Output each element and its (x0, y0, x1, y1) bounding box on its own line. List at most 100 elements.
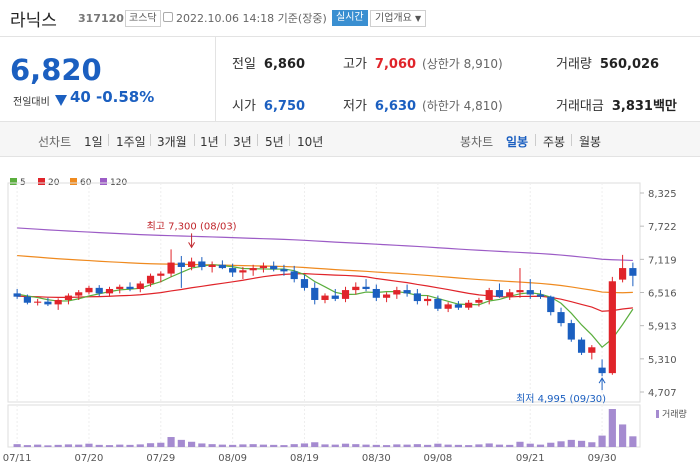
candle-body (44, 301, 52, 305)
candle-body (75, 292, 83, 296)
volume-bar (116, 444, 124, 447)
volume-bar (393, 444, 401, 447)
chart-period-tabs: 선차트 1일 1주일 3개월 1년 3년 5년 10년 봉차트 일봉 주봉 월봉 (0, 121, 700, 157)
volume-bar (229, 444, 237, 447)
candle-body (413, 293, 421, 302)
legend-swatch-ma60 (70, 178, 77, 185)
ma120-line (17, 227, 633, 262)
candle-body (321, 295, 329, 300)
candle-body (13, 293, 21, 297)
tab-1year[interactable]: 1년 (200, 135, 219, 149)
tab-monthly[interactable]: 월봉 (579, 135, 602, 149)
candle-body (536, 294, 545, 297)
x-tick-label: 07/29 (146, 453, 175, 464)
divider (0, 36, 700, 37)
volume-bar (577, 440, 586, 447)
volume-bar (259, 444, 268, 447)
volume-bar (536, 444, 545, 447)
tab-3year[interactable]: 3년 (233, 135, 252, 149)
candle-body (146, 275, 155, 284)
y-tick-label: 7,722 (648, 222, 677, 233)
y-tick-label: 4,707 (648, 388, 677, 399)
volume-bar (136, 444, 144, 447)
tab-separator (257, 134, 258, 146)
high-value: 7,060 (374, 57, 417, 72)
candle-body (177, 262, 185, 267)
tab-5year[interactable]: 5년 (265, 135, 284, 149)
candle-body (567, 323, 575, 340)
volume-bar (239, 444, 247, 447)
candle-body (280, 269, 288, 272)
volume-bar (177, 439, 185, 447)
volume-bar (372, 444, 380, 447)
candle-body (157, 273, 165, 276)
candle-body (577, 339, 586, 353)
candle-body (229, 268, 237, 273)
candle-body (34, 301, 42, 303)
volume-bar (526, 443, 534, 447)
candle-body (465, 302, 473, 308)
price-change: 40 (70, 88, 91, 106)
candle-body (136, 283, 144, 289)
tab-1week[interactable]: 1주일 (116, 135, 146, 149)
candle-body (434, 298, 442, 309)
y-tick-label: 6,516 (648, 289, 677, 300)
clock-icon (163, 12, 173, 22)
volume-axis-label: 거래량 (662, 408, 687, 420)
volume-bar (495, 444, 504, 447)
tab-10year[interactable]: 10년 (297, 135, 324, 149)
candle-body (198, 261, 206, 267)
prev-close-label: 전일 (232, 57, 256, 72)
y-tick-label: 7,119 (648, 255, 677, 266)
candle-body (239, 270, 247, 273)
low-price: 저가 6,630 (하한가 4,810) (343, 95, 503, 114)
x-tick-label: 08/19 (290, 453, 319, 464)
realtime-button[interactable]: 실시간 (332, 10, 368, 26)
candle-body (126, 286, 134, 289)
tab-3month[interactable]: 3개월 (157, 135, 187, 149)
stock-header: 라닉스 317120 코스닥 2022.10.06 14:18 기준(장중) 실… (0, 0, 700, 37)
x-tick-label: 07/20 (75, 453, 104, 464)
volume-bar (444, 444, 452, 447)
candle-body (167, 262, 175, 274)
candle-body (54, 299, 62, 305)
y-tick-label: 8,325 (648, 189, 677, 200)
divider (215, 37, 216, 121)
volume-bar (218, 444, 226, 447)
tab-weekly[interactable]: 주봉 (543, 135, 566, 149)
candle-body (526, 290, 534, 295)
candle-body (485, 290, 493, 300)
company-info-dropdown[interactable]: 기업개요 ▼ (370, 10, 427, 27)
x-tick-label: 07/11 (3, 453, 32, 464)
tab-separator (535, 134, 536, 146)
volume-bar (75, 444, 83, 447)
candle-body (598, 367, 606, 374)
candle-body (105, 288, 114, 294)
volume-bar (321, 444, 329, 447)
candle-body (187, 261, 196, 267)
candle-chart-label: 봉차트 (460, 135, 494, 149)
stock-code: 317120 (78, 12, 124, 25)
candle-body (557, 312, 565, 324)
amount-stat: 거래대금 3,831백만 (556, 95, 677, 114)
candle-body (249, 268, 257, 271)
volume-bar (475, 444, 483, 447)
volume-bar (424, 444, 432, 447)
candle-body (352, 286, 360, 291)
tab-daily[interactable]: 일봉 (506, 135, 529, 149)
volume-bar (362, 444, 370, 447)
candle-body (629, 268, 637, 276)
y-tick-label: 5,310 (648, 355, 677, 366)
volume-bar (290, 444, 298, 447)
candle-body (547, 296, 555, 313)
candle-body (95, 287, 103, 294)
candle-body (208, 264, 216, 267)
candle-body (454, 304, 463, 308)
quote-datetime: 2022.10.06 14:18 기준(장중) (176, 12, 327, 25)
quote-panel: 6,820 전일대비 40 -0.58% 전일 6,860 고가 7,060 (상한가… (0, 37, 700, 121)
candle-body (495, 290, 504, 297)
amount-label: 거래대금 (556, 99, 604, 114)
volume-bar (13, 444, 21, 447)
tab-1day[interactable]: 1일 (84, 135, 103, 149)
